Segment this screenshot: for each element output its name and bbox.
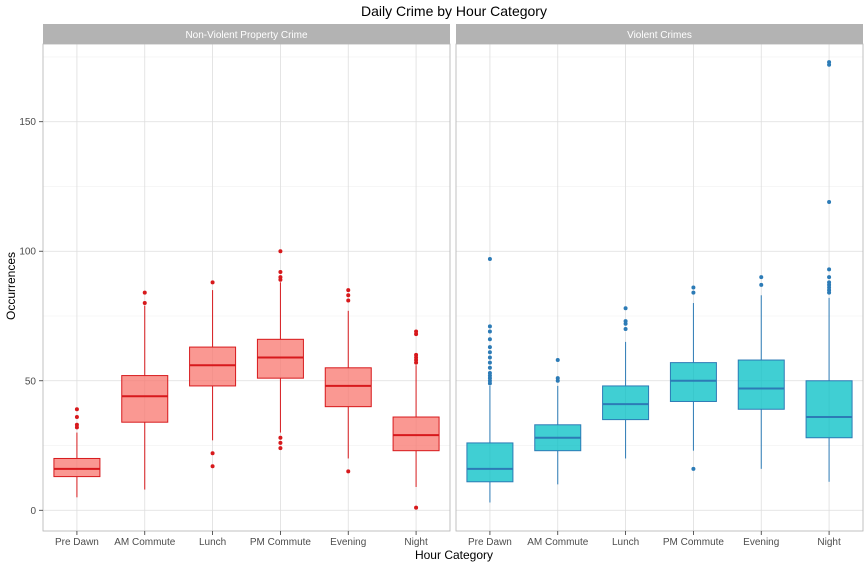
iqr-box <box>392 416 440 452</box>
outlier-point <box>210 464 215 469</box>
y-tick-label: 100 <box>19 247 36 258</box>
outlier-point <box>487 329 492 334</box>
outlier-point <box>487 365 492 370</box>
outlier-point <box>414 329 419 334</box>
outlier-point <box>74 422 79 427</box>
box-am-commute <box>121 290 169 490</box>
outlier-point <box>278 446 283 451</box>
outlier-point <box>278 435 283 440</box>
box-lunch <box>189 280 237 469</box>
outlier-point <box>210 451 215 456</box>
x-tick-label: Lunch <box>612 537 639 548</box>
x-tick-label: Evening <box>330 537 366 548</box>
outlier-point <box>278 440 283 445</box>
outlier-point <box>414 505 419 510</box>
x-axis-title: Hour Category <box>415 548 493 562</box>
outlier-point <box>142 290 147 295</box>
facet-strip-label: Violent Crimes <box>627 30 692 41</box>
outlier-point <box>278 249 283 254</box>
chart-title: Daily Crime by Hour Category <box>361 3 547 19</box>
outlier-point <box>346 293 351 298</box>
outlier-point <box>691 285 696 290</box>
outlier-point <box>142 301 147 306</box>
iqr-box <box>324 367 372 408</box>
x-tick-label: Night <box>817 537 841 548</box>
outlier-point <box>555 376 560 381</box>
facet-panel: Non-Violent Property Crime Pre Dawn AM Com… <box>42 24 451 548</box>
x-tick-label: PM Commute <box>663 537 725 548</box>
outlier-point <box>759 282 764 287</box>
y-tick-label: 0 <box>30 506 36 517</box>
iqr-box <box>53 457 101 478</box>
box-pm-commute <box>669 285 717 471</box>
outlier-point <box>487 324 492 329</box>
x-tick-label: AM Commute <box>114 537 176 548</box>
y-tick-label: 50 <box>25 376 37 387</box>
box-evening <box>737 275 785 469</box>
y-tick-label: 150 <box>19 117 36 128</box>
x-tick-label: Evening <box>743 537 779 548</box>
outlier-point <box>414 352 419 357</box>
x-tick-label: PM Commute <box>250 537 312 548</box>
outlier-point <box>487 345 492 350</box>
x-tick-label: Pre Dawn <box>55 537 99 548</box>
outlier-point <box>555 358 560 363</box>
iqr-box <box>189 346 237 387</box>
iqr-box <box>121 375 169 423</box>
outlier-point <box>623 326 628 331</box>
x-tick-label: AM Commute <box>527 537 589 548</box>
outlier-point <box>210 280 215 285</box>
outlier-point <box>691 466 696 471</box>
box-pm-commute <box>256 249 304 451</box>
iqr-box <box>737 359 785 410</box>
panel-border <box>455 43 864 532</box>
facet-panels: Non-Violent Property Crime Pre Dawn AM Com… <box>42 24 864 548</box>
outlier-point <box>278 269 283 274</box>
box-pre-dawn <box>466 257 514 503</box>
outlier-point <box>691 290 696 295</box>
box-lunch <box>602 306 650 459</box>
iqr-box <box>669 362 717 402</box>
x-tick-label: Night <box>404 537 428 548</box>
facet-strip <box>43 24 450 44</box>
y-axis: 0 50 100 150 <box>19 117 43 517</box>
box-am-commute <box>534 358 582 485</box>
facet-panel: Violent Crimes Pre Dawn AM Commute Lunch PM … <box>455 24 864 548</box>
outlier-point <box>623 306 628 311</box>
outlier-point <box>346 288 351 293</box>
outlier-point <box>827 200 832 205</box>
iqr-box <box>256 338 304 379</box>
panel-border <box>42 43 451 532</box>
outlier-point <box>74 415 79 420</box>
outlier-point <box>487 350 492 355</box>
facet-strip <box>456 24 863 44</box>
outlier-point <box>827 267 832 272</box>
box-pre-dawn <box>53 407 101 498</box>
outlier-point <box>74 407 79 412</box>
facet-strip-label: Non-Violent Property Crime <box>185 30 308 41</box>
outlier-point <box>487 337 492 342</box>
outlier-point <box>487 257 492 262</box>
outlier-point <box>759 275 764 280</box>
outlier-point <box>346 298 351 303</box>
outlier-point <box>827 275 832 280</box>
iqr-box <box>466 442 514 483</box>
outlier-point <box>278 275 283 280</box>
outlier-point <box>487 370 492 375</box>
iqr-box <box>602 385 650 421</box>
outlier-point <box>346 469 351 474</box>
outlier-point <box>827 60 832 65</box>
box-night <box>392 329 440 510</box>
outlier-point <box>487 355 492 360</box>
x-tick-label: Lunch <box>199 537 226 548</box>
outlier-point <box>487 360 492 365</box>
iqr-box <box>805 380 853 439</box>
outlier-point <box>827 280 832 285</box>
outlier-point <box>623 319 628 324</box>
box-night <box>805 60 853 482</box>
y-axis-title: Occurrences <box>4 252 18 320</box>
x-tick-label: Pre Dawn <box>468 537 512 548</box>
box-evening <box>324 288 372 474</box>
